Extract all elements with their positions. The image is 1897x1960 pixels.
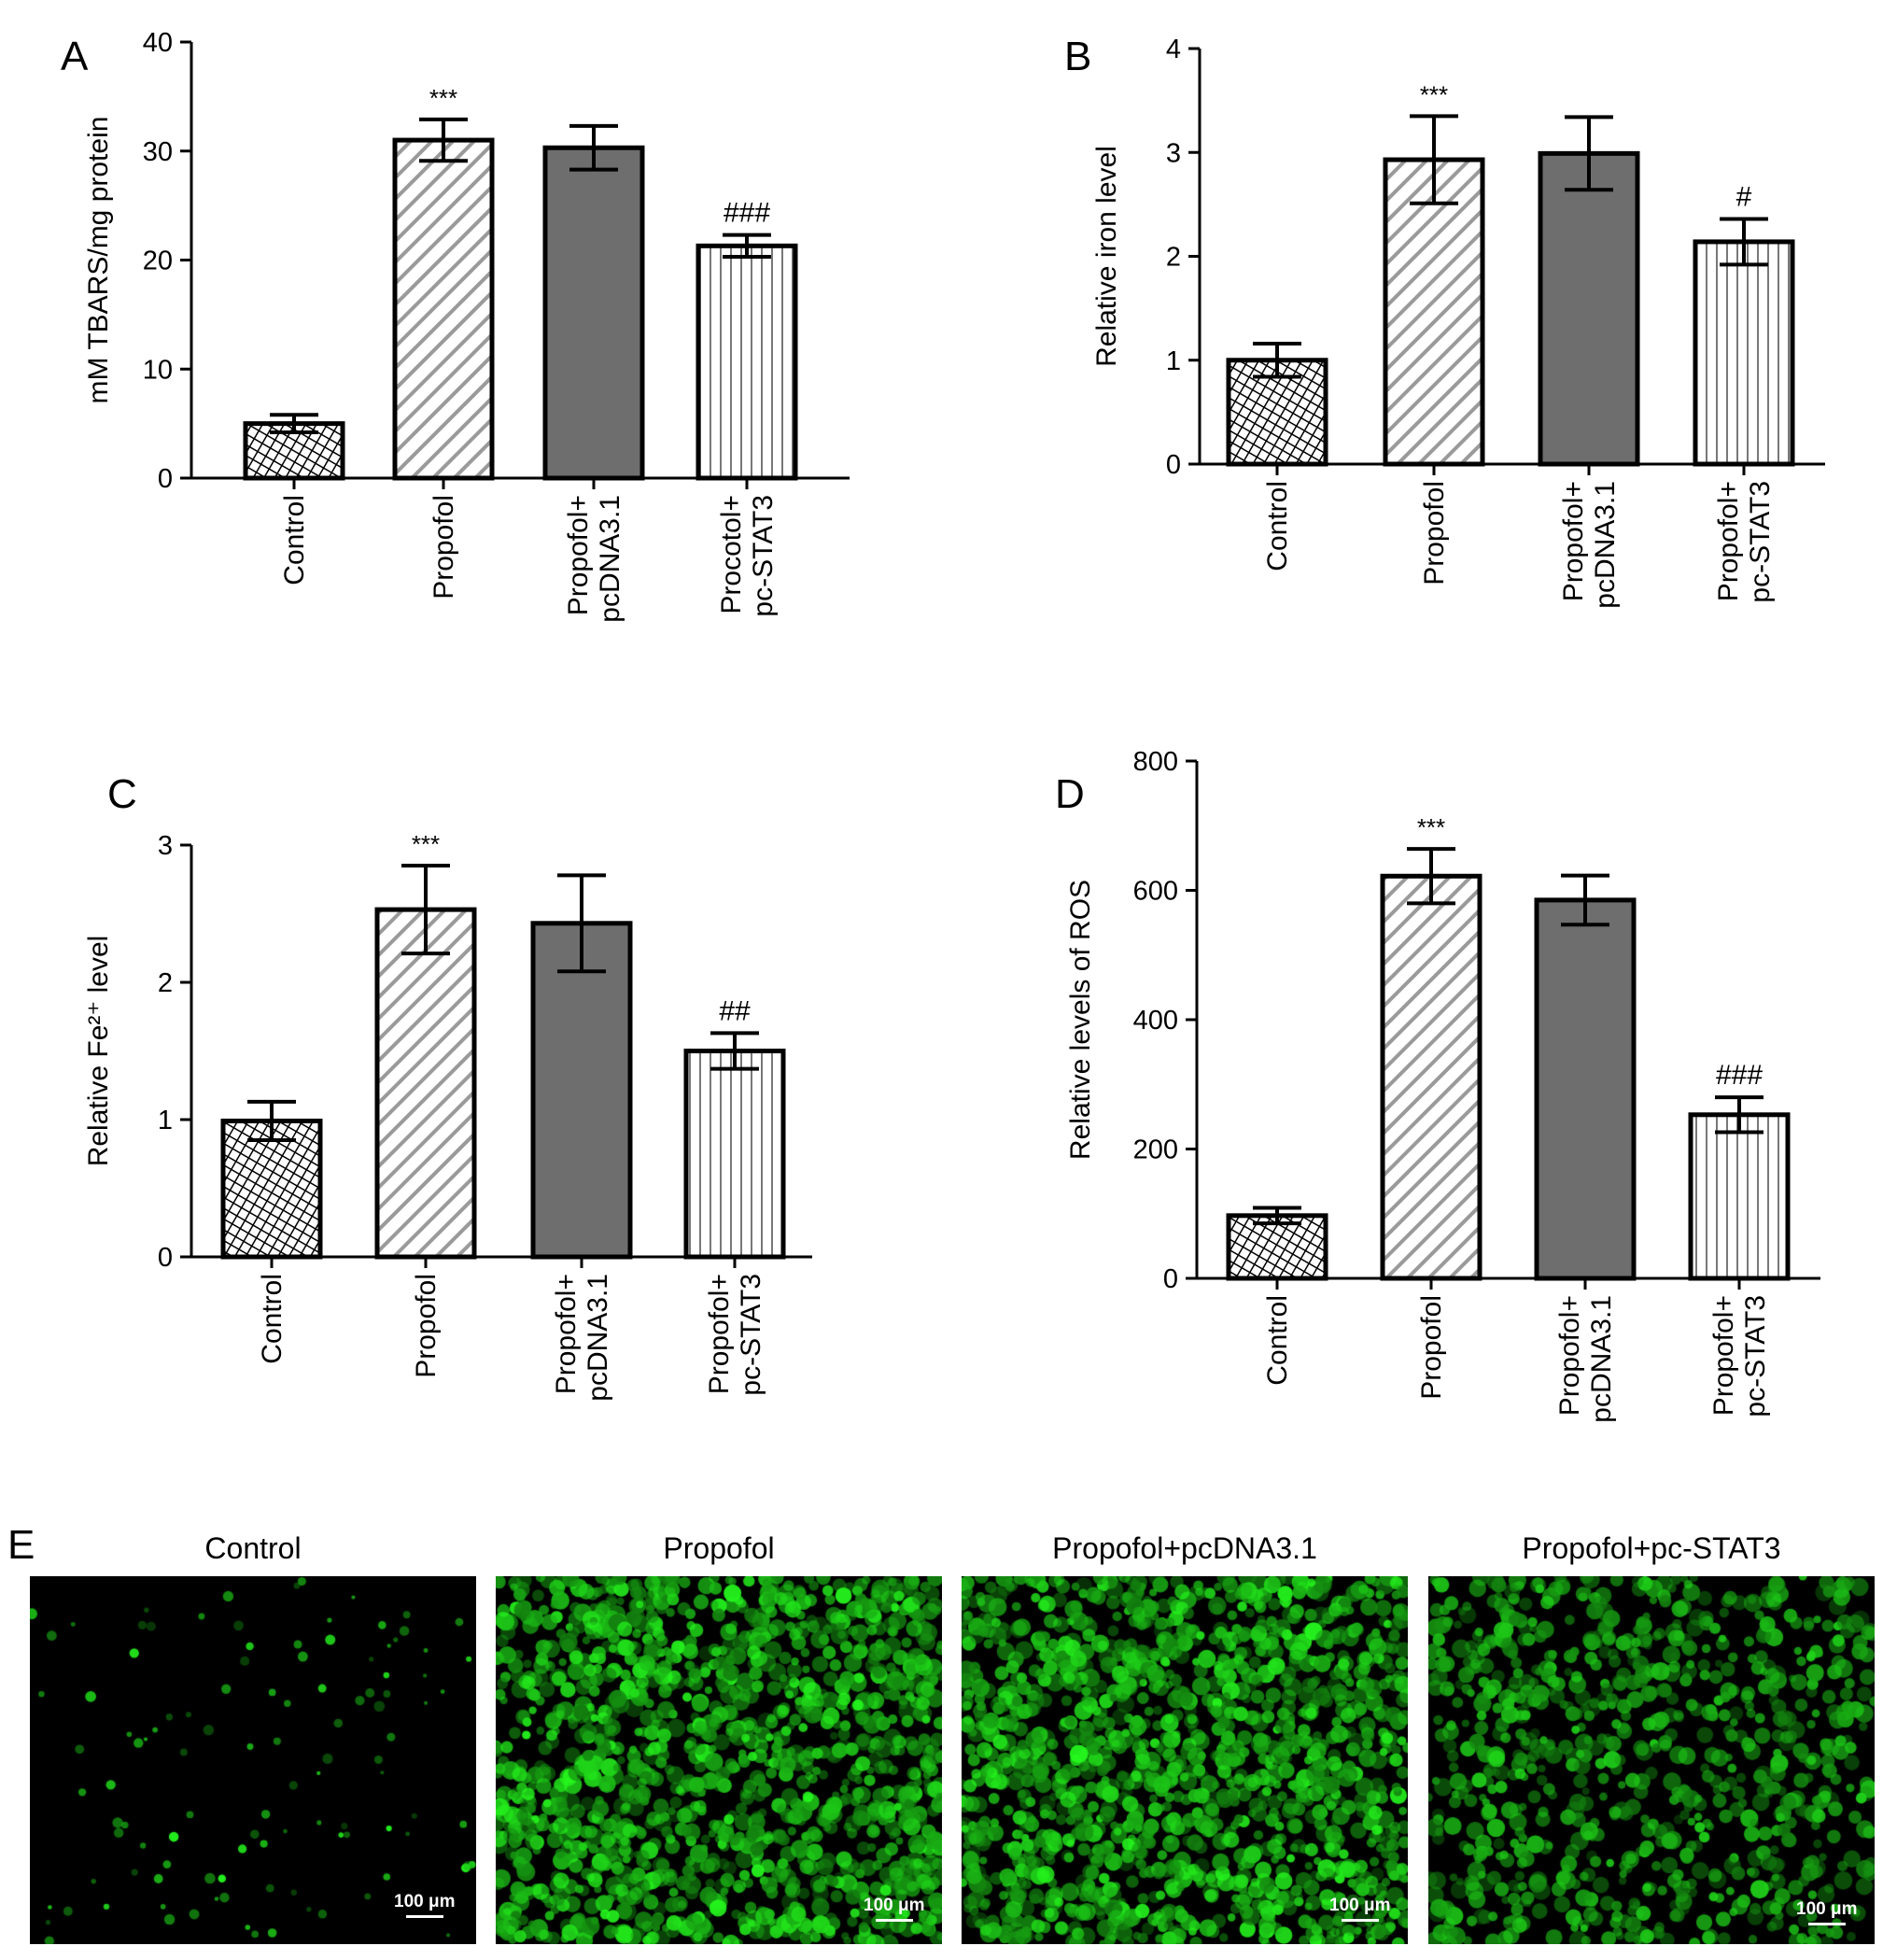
micrograph-propofol: 100 μm [496,1576,942,1944]
panel-letter: C [107,771,137,817]
bar-4 [1693,239,1795,467]
y-tick-label: 0 [158,1243,173,1273]
significance-label-4: # [1736,181,1752,212]
x-tick-label-4: Propofol+pc-STAT3 [1708,1295,1771,1417]
bar-4 [683,1049,786,1260]
y-tick-label: 2 [1166,243,1181,273]
error-bar-1 [1253,1206,1301,1226]
y-tick-label: 0 [1166,450,1181,480]
error-bar-1 [247,1099,296,1143]
y-tick-label: 3 [158,831,173,861]
error-bar-2 [1407,847,1455,906]
y-tick-label: 30 [143,137,173,167]
significance-label-2: *** [1420,80,1448,108]
error-bar-4 [710,1031,759,1071]
error-bar-4 [1715,1095,1764,1135]
y-tick-label: 0 [1163,1264,1178,1294]
error-bar-4 [1720,217,1768,267]
significance-label-4: ### [724,198,770,229]
bar-2 [374,907,477,1260]
chart-panel-b: B Control *** Propofol Propofol+pcDNA3.1 # Pro… [1064,34,1825,609]
bar-3 [530,921,633,1260]
y-tick-label: 1 [1166,346,1181,376]
scale-bar: 100 μm [864,1896,925,1922]
x-tick-label-2: Propofol [429,495,459,599]
bar-2 [1380,873,1482,1281]
y-tick-label: 400 [1133,1006,1178,1036]
error-bar-2 [419,117,468,163]
significance-label-4: ### [1716,1060,1763,1091]
bar-4 [1688,1112,1791,1281]
chart-panel-c: C Control *** Propofol Propofol+pcDNA3.1 ## Pr… [83,771,812,1402]
chart-panel-d: D Control *** Propofol Propofol+pcDNA3.1 ### P… [1055,747,1820,1423]
scale-bar: 100 μm [1329,1896,1391,1922]
bar-4 [696,243,798,481]
error-bar-2 [401,864,450,956]
error-bar-2 [1410,114,1458,205]
x-tick-label-3: Propofol+pcDNA3.1 [551,1274,613,1402]
significance-label-2: *** [412,830,440,858]
significance-label-2: *** [1417,813,1445,841]
bar-3 [542,145,645,481]
bar-2 [1383,157,1485,467]
bar-3 [1534,897,1637,1281]
y-axis-label: Relative iron level [1091,146,1122,367]
significance-label-2: *** [429,84,457,112]
error-bar-1 [1253,341,1301,379]
x-tick-label-2: Propofol [411,1274,442,1378]
x-tick-label-3: Propofol+pcDNA3.1 [563,495,625,623]
chart-panel-a: A Control *** Propofol Propofol+pcDNA3.1 ### P… [61,28,850,623]
y-tick-label: 10 [143,355,173,385]
x-tick-label-4: Procotol+pc-STAT3 [716,495,779,617]
error-bar-1 [270,413,318,434]
panel-e-letter: E [7,1522,35,1568]
scale-bar: 100 μm [394,1892,456,1918]
x-tick-label-2: Propofol [1416,1295,1447,1400]
x-tick-label-2: Propofol [1419,481,1450,585]
error-bar-3 [569,123,618,172]
micro-title-propofol-pcdna: Propofol+pcDNA3.1 [1052,1531,1317,1565]
micrograph-propofol-pcstat3: 100 μm [1428,1576,1875,1944]
bar-3 [1538,150,1640,467]
micrograph-propofol-pcdna: 100 μm [962,1576,1408,1944]
x-tick-label-1: Control [1262,1295,1293,1386]
micro-title-control: Control [204,1531,302,1565]
y-tick-label: 2 [158,968,173,998]
panel-letter: A [61,34,89,79]
x-tick-label-1: Control [1262,481,1293,571]
y-tick-label: 20 [143,247,173,276]
bar-1 [1226,1213,1328,1281]
y-axis-label: Relative Fe²⁺ level [83,936,114,1167]
x-tick-label-1: Control [279,495,310,585]
y-tick-label: 600 [1133,877,1178,907]
error-bar-3 [1561,873,1609,927]
scale-bar: 100 μm [1796,1899,1858,1925]
micrograph-control: 100 μm [30,1576,476,1944]
significance-label-4: ## [719,995,751,1026]
error-bar-3 [1565,115,1613,192]
y-tick-label: 1 [158,1106,173,1135]
y-tick-label: 800 [1133,747,1178,777]
micro-title-propofol: Propofol [663,1531,775,1565]
y-tick-label: 4 [1166,35,1181,64]
x-tick-label-3: Propofol+pcDNA3.1 [1558,481,1621,609]
error-bar-4 [723,233,771,259]
y-tick-label: 200 [1133,1135,1178,1165]
x-tick-label-4: Propofol+pc-STAT3 [1713,481,1776,603]
panel-letter: B [1064,34,1091,79]
y-tick-label: 40 [143,28,173,58]
bar-2 [392,137,495,481]
x-tick-label-4: Propofol+pc-STAT3 [704,1274,766,1396]
x-tick-label-3: Propofol+pcDNA3.1 [1554,1295,1617,1423]
panel-letter: D [1055,771,1085,817]
micro-title-propofol-pcstat3: Propofol+pc-STAT3 [1522,1531,1781,1565]
y-tick-label: 0 [158,464,173,494]
y-axis-label: Relative levels of ROS [1065,880,1096,1160]
y-tick-label: 3 [1166,138,1181,168]
x-tick-label-1: Control [257,1274,288,1364]
error-bar-3 [557,873,606,974]
y-axis-label: mM TBARS/mg protein [83,117,114,404]
